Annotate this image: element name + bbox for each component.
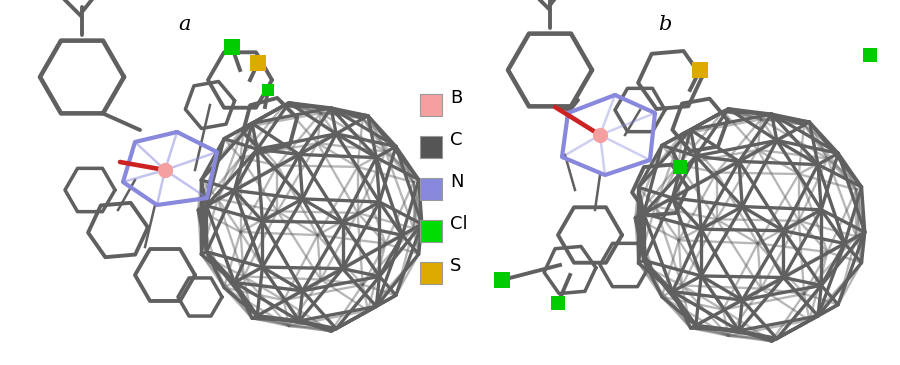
FancyBboxPatch shape — [420, 178, 442, 200]
Text: B: B — [450, 89, 463, 107]
FancyBboxPatch shape — [420, 136, 442, 158]
Text: S: S — [450, 257, 462, 275]
FancyBboxPatch shape — [420, 94, 442, 116]
Text: a: a — [179, 15, 191, 34]
Text: b: b — [658, 15, 671, 34]
Text: C: C — [450, 131, 463, 149]
Text: N: N — [450, 173, 464, 191]
FancyBboxPatch shape — [420, 262, 442, 284]
Text: Cl: Cl — [450, 215, 468, 233]
FancyBboxPatch shape — [420, 220, 442, 242]
